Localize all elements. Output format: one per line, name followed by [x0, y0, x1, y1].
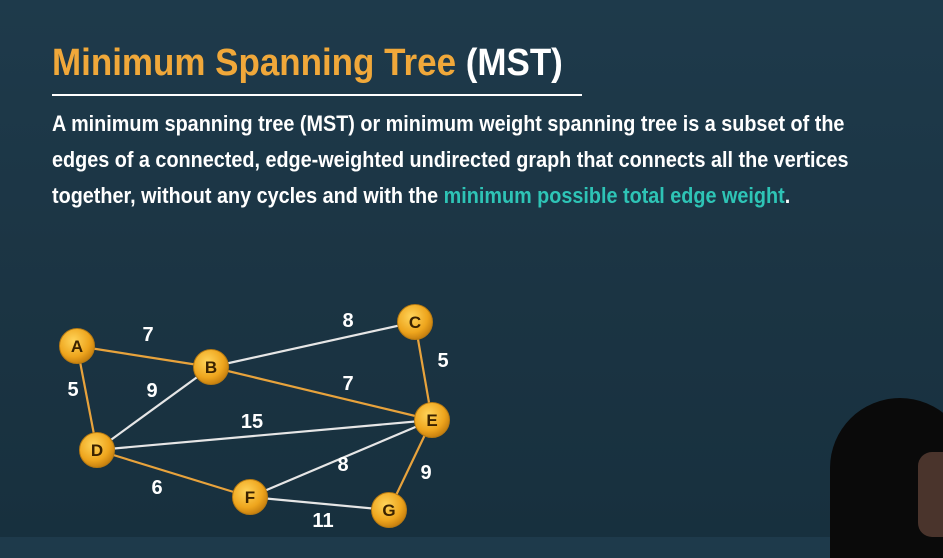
- edge-f-g: [249, 495, 390, 512]
- edge-weight-a-b: 7: [142, 324, 153, 346]
- node-a: A: [59, 328, 95, 364]
- node-circle: [232, 479, 268, 515]
- node-label: B: [205, 358, 217, 377]
- presenter-face: [918, 452, 943, 537]
- edge-weight-e-f: 8: [337, 454, 348, 476]
- slide: Minimum Spanning Tree (MST) A minimum sp…: [52, 42, 943, 558]
- node-circle: [397, 304, 433, 340]
- node-d: D: [79, 432, 115, 468]
- definition-line-1: A minimum spanning tree (MST) or minimum…: [52, 111, 845, 136]
- edge-d-f: [96, 448, 251, 499]
- definition-line-2: edges of a connected, edge-weighted undi…: [52, 147, 849, 172]
- definition-line-3-end: .: [784, 183, 791, 208]
- node-label: E: [426, 411, 437, 430]
- definition-line-3: together, without any cycles and with th…: [52, 178, 898, 214]
- edge-weight-b-e: 7: [342, 373, 353, 395]
- node-label: D: [91, 441, 103, 460]
- node-c: C: [397, 304, 433, 340]
- edge-weight-d-f: 6: [151, 477, 162, 499]
- node-circle: [414, 402, 450, 438]
- edge-weight-e-g: 9: [420, 462, 431, 484]
- node-circle: [193, 349, 229, 385]
- node-b: B: [193, 349, 229, 385]
- title-underline: [52, 94, 582, 96]
- edge-weight-b-d: 9: [146, 380, 157, 402]
- title-main: Minimum Spanning Tree: [52, 42, 457, 84]
- slide-title: Minimum Spanning Tree (MST): [52, 42, 563, 85]
- node-label: F: [245, 488, 255, 507]
- node-e: E: [414, 402, 450, 438]
- edge-weight-c-e: 5: [437, 350, 448, 372]
- node-circle: [371, 492, 407, 528]
- edge-weight-d-e: 15: [241, 411, 263, 433]
- node-label: A: [71, 337, 83, 356]
- edge-d-e: [96, 418, 433, 452]
- graph-diagram: 7 5 8 9 7 5 15 6 8 9 11 A B C D E F G: [59, 304, 450, 532]
- definition-highlight: minimum possible total edge weight: [443, 183, 785, 208]
- node-circle: [59, 328, 95, 364]
- edge-a-b: [76, 344, 212, 369]
- node-g: G: [371, 492, 407, 528]
- edge-weight-f-g: 11: [312, 510, 333, 532]
- edge-b-d: [96, 366, 212, 451]
- edge-weight-b-c: 8: [342, 310, 353, 332]
- title-abbreviation: (MST): [465, 42, 563, 84]
- node-f: F: [232, 479, 268, 515]
- edge-weight-a-d: 5: [67, 379, 78, 401]
- edge-b-c: [210, 320, 416, 369]
- node-circle: [79, 432, 115, 468]
- edge-e-f: [249, 418, 433, 499]
- edge-b-e: [210, 365, 433, 422]
- definition-text: A minimum spanning tree (MST) or minimum…: [52, 106, 898, 214]
- definition-line-3-start: together, without any cycles and with th…: [52, 183, 444, 208]
- node-label: G: [382, 501, 395, 520]
- nodes-layer: A B C D E F G: [59, 304, 450, 528]
- edge-labels-layer: 7 5 8 9 7 5 15 6 8 9 11: [67, 310, 448, 532]
- node-label: C: [409, 313, 421, 332]
